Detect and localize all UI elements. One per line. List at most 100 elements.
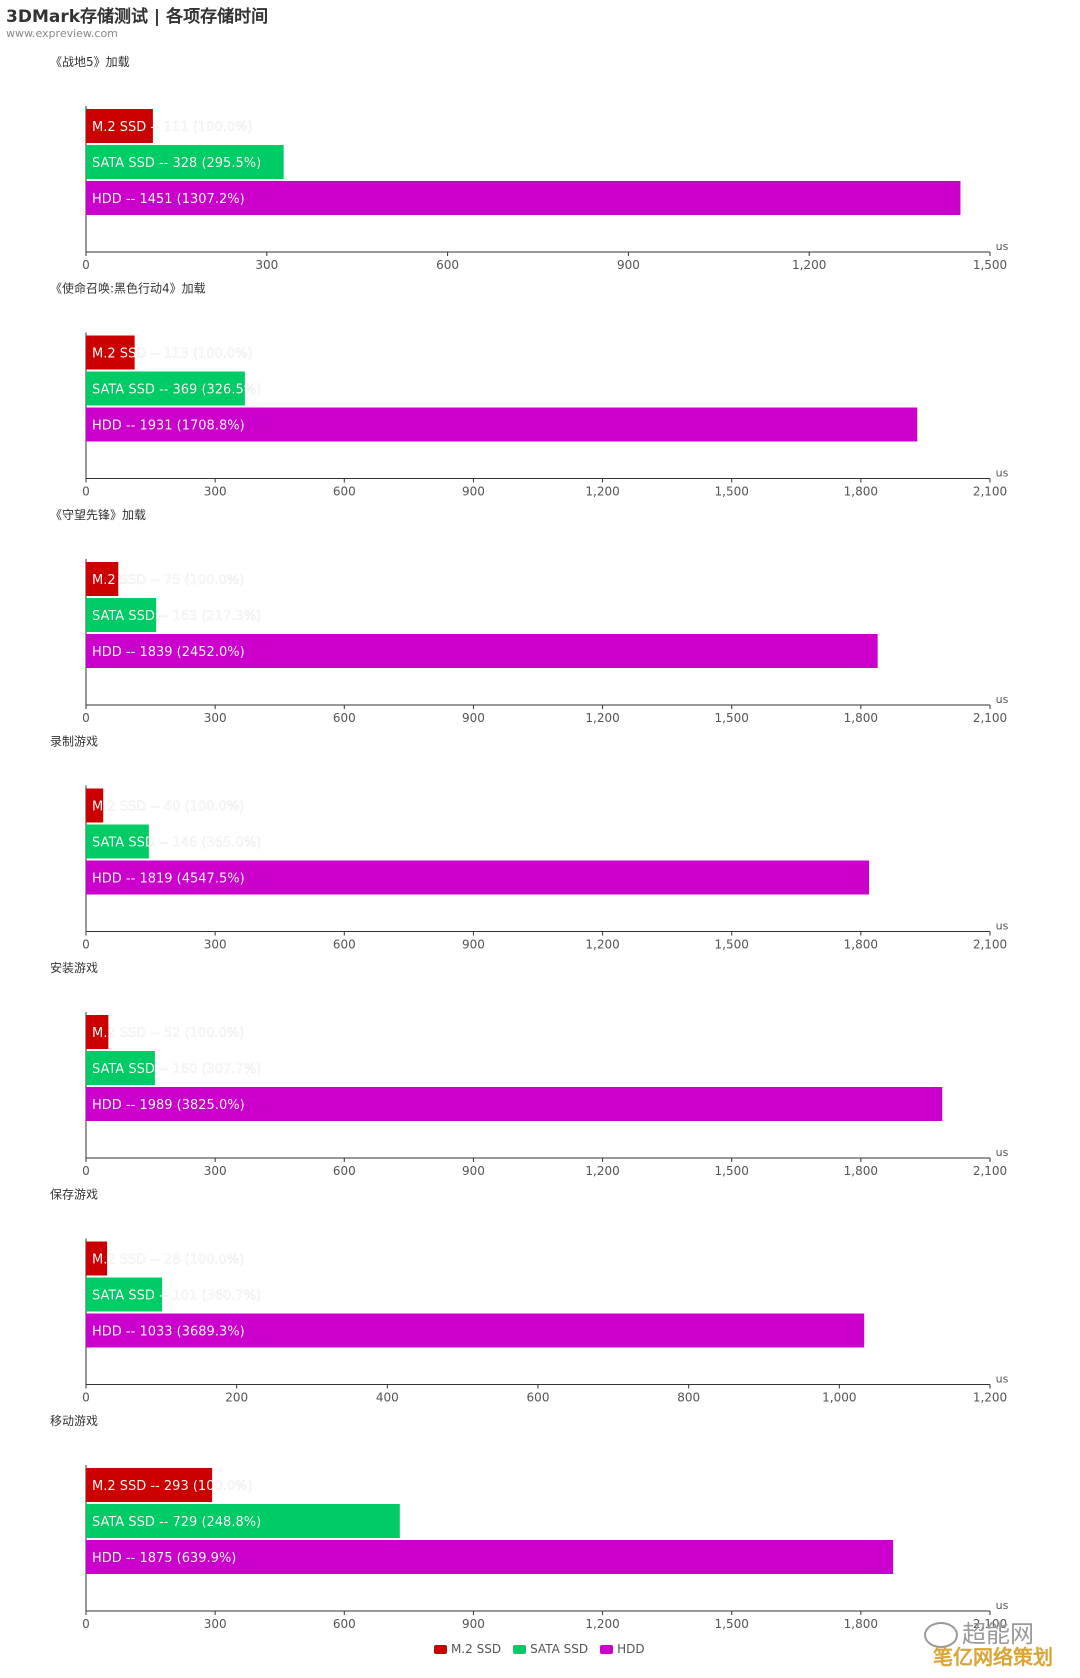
legend[interactable]: M.2 SSD SATA SSD HDD bbox=[434, 1641, 645, 1657]
chart-4-tick-label-7: 2,100 bbox=[973, 1164, 1007, 1178]
chart-4-bar-sata bbox=[86, 1051, 155, 1085]
chart-2-tick-label-7: 2,100 bbox=[973, 711, 1007, 725]
chart-5-tick-label-0: 0 bbox=[82, 1391, 90, 1405]
chart-4-tick-label-6: 1,800 bbox=[844, 1164, 878, 1178]
chart-0-bar-hdd bbox=[86, 181, 961, 215]
chart-6-tick-label-5: 1,500 bbox=[715, 1617, 749, 1631]
chart-3-title: 录制游戏 bbox=[50, 735, 98, 749]
chart-5-tick-label-1: 200 bbox=[225, 1391, 248, 1405]
legend-swatch-hdd bbox=[600, 1644, 614, 1654]
legend-label-sata: SATA SSD bbox=[530, 1642, 589, 1656]
chart-1-bar-label-m2: M.2 SSD -- 113 (100.0%) bbox=[92, 347, 253, 362]
chart-3-unit-label: us bbox=[996, 920, 1009, 933]
chart-1-tick-label-6: 1,800 bbox=[844, 485, 878, 499]
chart-1-title: 《使命召唤:黑色行动4》加载 bbox=[50, 281, 206, 296]
chart-3-tick-label-6: 1,800 bbox=[844, 938, 878, 952]
chart-0-tick-label-2: 600 bbox=[436, 258, 459, 272]
chart-5-bar-label-sata: SATA SSD -- 101 (360.7%) bbox=[92, 1289, 261, 1304]
chart-5-title: 保存游戏 bbox=[50, 1188, 98, 1202]
chart-1-tick-label-1: 300 bbox=[204, 485, 227, 499]
chart-1-tick-label-3: 900 bbox=[462, 485, 485, 499]
chart-0-tick-label-0: 0 bbox=[82, 258, 90, 272]
chart-5-bar-hdd bbox=[86, 1313, 865, 1348]
legend-item-hdd[interactable]: HDD bbox=[600, 1641, 645, 1657]
chart-1-unit-label: us bbox=[996, 467, 1009, 480]
chart-6-tick-label-1: 300 bbox=[204, 1617, 227, 1631]
chart-2-tick-label-6: 1,800 bbox=[844, 711, 878, 725]
chart-0-bar-sata bbox=[86, 145, 284, 179]
chart-3-tick-label-3: 900 bbox=[462, 938, 485, 952]
chart-4-bar-m2 bbox=[86, 1015, 109, 1049]
chart-2-title: 《守望先锋》加载 bbox=[50, 508, 146, 522]
chart-1-tick-label-0: 0 bbox=[82, 485, 90, 499]
chart-1-bar-hdd bbox=[86, 407, 918, 442]
chart-2-tick-label-2: 600 bbox=[333, 711, 356, 725]
chart-1-bar-label-sata: SATA SSD -- 369 (326.5%) bbox=[92, 383, 261, 398]
chart-2-bar-label-m2: M.2 SSD -- 75 (100.0%) bbox=[92, 573, 244, 588]
chart-1-bar-sata bbox=[86, 371, 245, 406]
chart-5-bar-m2 bbox=[86, 1241, 108, 1276]
chart-3-bar-hdd bbox=[86, 860, 870, 895]
chart-3-bar-label-m2: M.2 SSD -- 40 (100.0%) bbox=[92, 800, 244, 815]
chart-6-tick-label-2: 600 bbox=[333, 1617, 356, 1631]
chart-5-bar-sata bbox=[86, 1277, 163, 1312]
chart-0-bar-label-hdd: HDD -- 1451 (1307.2%) bbox=[92, 192, 245, 207]
chart-6-bar-label-hdd: HDD -- 1875 (639.9%) bbox=[92, 1551, 236, 1566]
chart-3-tick-label-0: 0 bbox=[82, 938, 90, 952]
chart-5-tick-label-2: 400 bbox=[376, 1391, 399, 1405]
chart-6-tick-label-6: 1,800 bbox=[844, 1617, 878, 1631]
watermark-logo: 超能网 bbox=[924, 1614, 1034, 1649]
chart-2-bar-label-sata: SATA SSD -- 163 (217.3%) bbox=[92, 609, 261, 624]
chart-1-bar-m2 bbox=[86, 335, 135, 370]
chart-5-bar-label-hdd: HDD -- 1033 (3689.3%) bbox=[92, 1325, 245, 1340]
chart-6-bar-hdd bbox=[86, 1540, 894, 1574]
chart-2-tick-label-0: 0 bbox=[82, 711, 90, 725]
chart-3-bar-label-sata: SATA SSD -- 146 (365.0%) bbox=[92, 836, 261, 851]
chart-6-unit-label: us bbox=[996, 1599, 1009, 1612]
chart-0-bar-label-m2: M.2 SSD -- 111 (100.0%) bbox=[92, 120, 253, 135]
page-title: 3DMark存储测试 | 各项存储时间 bbox=[6, 7, 269, 27]
chart-2-bar-m2 bbox=[86, 562, 119, 596]
chart-2-bar-sata bbox=[86, 598, 157, 632]
chart-4-bar-label-hdd: HDD -- 1989 (3825.0%) bbox=[92, 1098, 245, 1113]
chart-4-tick-label-5: 1,500 bbox=[715, 1164, 749, 1178]
chart-5-tick-label-5: 1,000 bbox=[822, 1391, 856, 1405]
chart-2-tick-label-5: 1,500 bbox=[715, 711, 749, 725]
chart-2-bar-label-hdd: HDD -- 1839 (2452.0%) bbox=[92, 645, 245, 660]
chart-4-bar-label-m2: M.2 SSD -- 52 (100.0%) bbox=[92, 1026, 244, 1041]
chart-6-bar-m2 bbox=[86, 1468, 213, 1502]
chart-6-bar-label-m2: M.2 SSD -- 293 (100.0%) bbox=[92, 1479, 253, 1494]
chart-4-bar-label-sata: SATA SSD -- 160 (307.7%) bbox=[92, 1062, 261, 1077]
chart-3-tick-label-1: 300 bbox=[204, 938, 227, 952]
chart-0-bar-m2 bbox=[86, 109, 153, 143]
chart-1-tick-label-2: 600 bbox=[333, 485, 356, 499]
chart-0-tick-label-1: 300 bbox=[255, 258, 278, 272]
watermark-line1: 超能网 bbox=[962, 1620, 1034, 1648]
chart-3-tick-label-4: 1,200 bbox=[585, 938, 619, 952]
chart-3-tick-label-7: 2,100 bbox=[973, 938, 1007, 952]
chart-5-unit-label: us bbox=[996, 1373, 1009, 1386]
chart-1-tick-label-5: 1,500 bbox=[715, 485, 749, 499]
chart-6-tick-label-7: 2,100 bbox=[973, 1617, 1007, 1631]
page-subtitle: www.expreview.com bbox=[6, 27, 118, 40]
chart-1-tick-label-7: 2,100 bbox=[973, 485, 1007, 499]
chart-6-tick-label-4: 1,200 bbox=[585, 1617, 619, 1631]
chart-2-tick-label-1: 300 bbox=[204, 711, 227, 725]
chart-0-unit-label: us bbox=[996, 240, 1009, 253]
chart-4-bar-hdd bbox=[86, 1087, 943, 1121]
chart-4-title: 安装游戏 bbox=[50, 960, 98, 975]
legend-item-sata[interactable]: SATA SSD bbox=[513, 1641, 588, 1657]
chart-5-bar-label-m2: M.2 SSD -- 28 (100.0%) bbox=[92, 1253, 244, 1268]
watermark-caption: 笔亿网络策划 bbox=[933, 1645, 1053, 1669]
chart-3-bar-m2 bbox=[86, 788, 104, 823]
chart-6-tick-label-0: 0 bbox=[82, 1617, 90, 1631]
chat-bubble-icon bbox=[924, 1622, 958, 1648]
chart-4-tick-label-1: 300 bbox=[204, 1164, 227, 1178]
legend-item-m2[interactable]: M.2 SSD bbox=[434, 1641, 501, 1657]
chart-0-tick-label-5: 1,500 bbox=[973, 258, 1007, 272]
chart-0-title: 《战地5》加载 bbox=[50, 55, 130, 69]
chart-1-tick-label-4: 1,200 bbox=[585, 485, 619, 499]
chart-4-tick-label-2: 600 bbox=[333, 1164, 356, 1178]
legend-label-hdd: HDD bbox=[617, 1642, 645, 1656]
chart-2-unit-label: us bbox=[996, 693, 1009, 706]
